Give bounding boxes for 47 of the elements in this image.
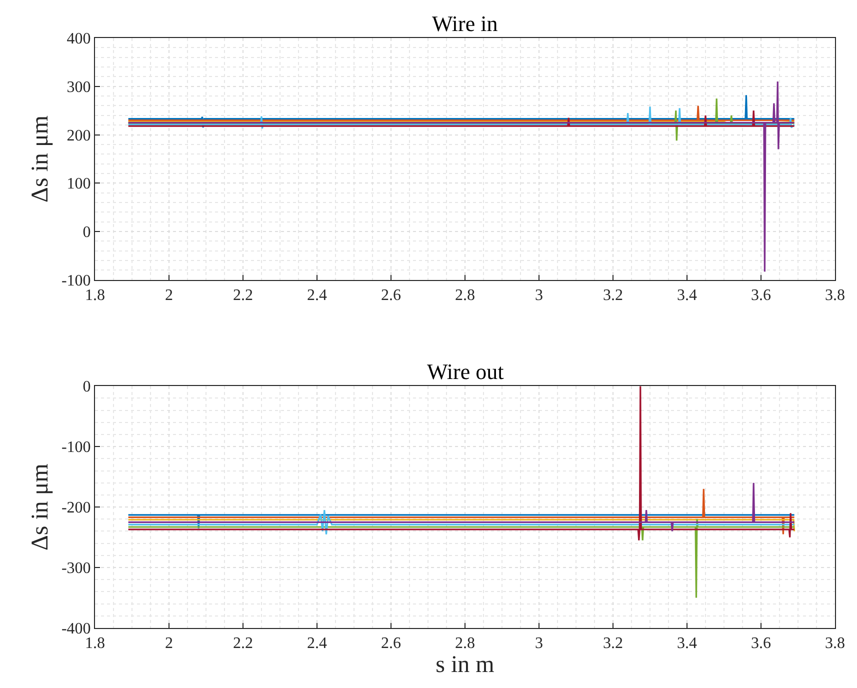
x-tick-label: 3.2 [603, 635, 623, 652]
x-tick-label: 2.6 [381, 287, 401, 304]
x-tick-label: 3.4 [677, 287, 697, 304]
chart-title: Wire out [427, 359, 504, 384]
x-tick-label: 2 [165, 287, 173, 304]
line-series [128, 509, 796, 536]
y-tick-label: 100 [66, 176, 91, 193]
y-tick-label: -100 [61, 439, 91, 456]
x-tick-label: 2.2 [233, 287, 253, 304]
x-tick-label: 3.8 [825, 287, 845, 304]
x-tick-label: 2.8 [455, 635, 475, 652]
x-tick-label: 2.8 [455, 287, 475, 304]
x-tick-label: 3.8 [825, 635, 845, 652]
line-series [128, 110, 796, 127]
x-axis-title: s in m [436, 652, 495, 678]
y-tick-label: 0 [82, 224, 91, 242]
x-tick-label: 3.4 [677, 635, 697, 652]
line-series [128, 386, 796, 542]
x-tick-label: 2 [165, 635, 173, 652]
x-tick-label: 2.6 [381, 635, 401, 652]
line-series [128, 94, 796, 128]
x-tick-label: 3.6 [751, 287, 771, 304]
x-tick-label: 2.4 [307, 287, 327, 304]
y-tick-label: 200 [66, 127, 91, 144]
line-series [128, 518, 796, 599]
y-tick-label: -100 [61, 272, 91, 290]
x-tick-label: 1.8 [85, 287, 105, 304]
chart-title: Wire in [432, 11, 498, 36]
line-series [128, 482, 796, 532]
x-tick-label: 3.2 [603, 287, 623, 304]
y-tick-label: -300 [61, 560, 91, 578]
x-tick-label: 3 [535, 287, 543, 304]
line-series [128, 98, 796, 142]
y-tick-label: 300 [66, 78, 91, 96]
y-axis-title: Δs in μm [28, 463, 54, 551]
y-tick-label: 0 [82, 378, 91, 396]
y-tick-label: -200 [61, 500, 91, 517]
x-tick-label: 2.4 [307, 635, 327, 652]
y-axis-title: Δs in μm [28, 115, 54, 202]
x-tick-label: 3 [535, 635, 543, 652]
x-tick-label: 1.8 [85, 635, 105, 652]
y-tick-label: -400 [61, 620, 91, 638]
x-tick-label: 2.2 [233, 635, 253, 652]
line-series [128, 106, 796, 130]
x-tick-label: 3.6 [751, 635, 771, 652]
line-series [128, 80, 796, 272]
y-tick-label: 400 [66, 30, 91, 48]
